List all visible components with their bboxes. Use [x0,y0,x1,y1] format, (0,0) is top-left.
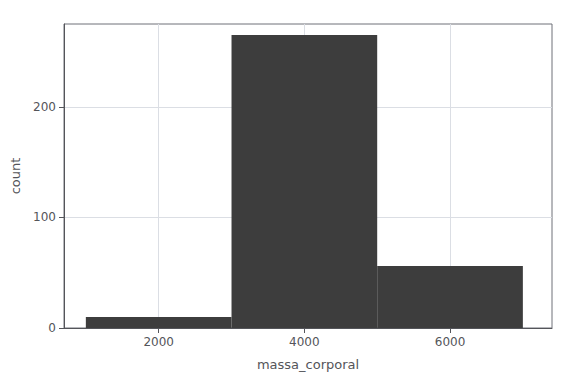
svg-text:count: count [8,158,23,195]
svg-text:0: 0 [48,321,56,335]
svg-text:100: 100 [33,210,56,224]
svg-text:6000: 6000 [435,335,466,349]
svg-text:200: 200 [33,100,56,114]
svg-text:2000: 2000 [143,335,174,349]
svg-text:massa_corporal: massa_corporal [257,357,359,372]
svg-text:4000: 4000 [289,335,320,349]
